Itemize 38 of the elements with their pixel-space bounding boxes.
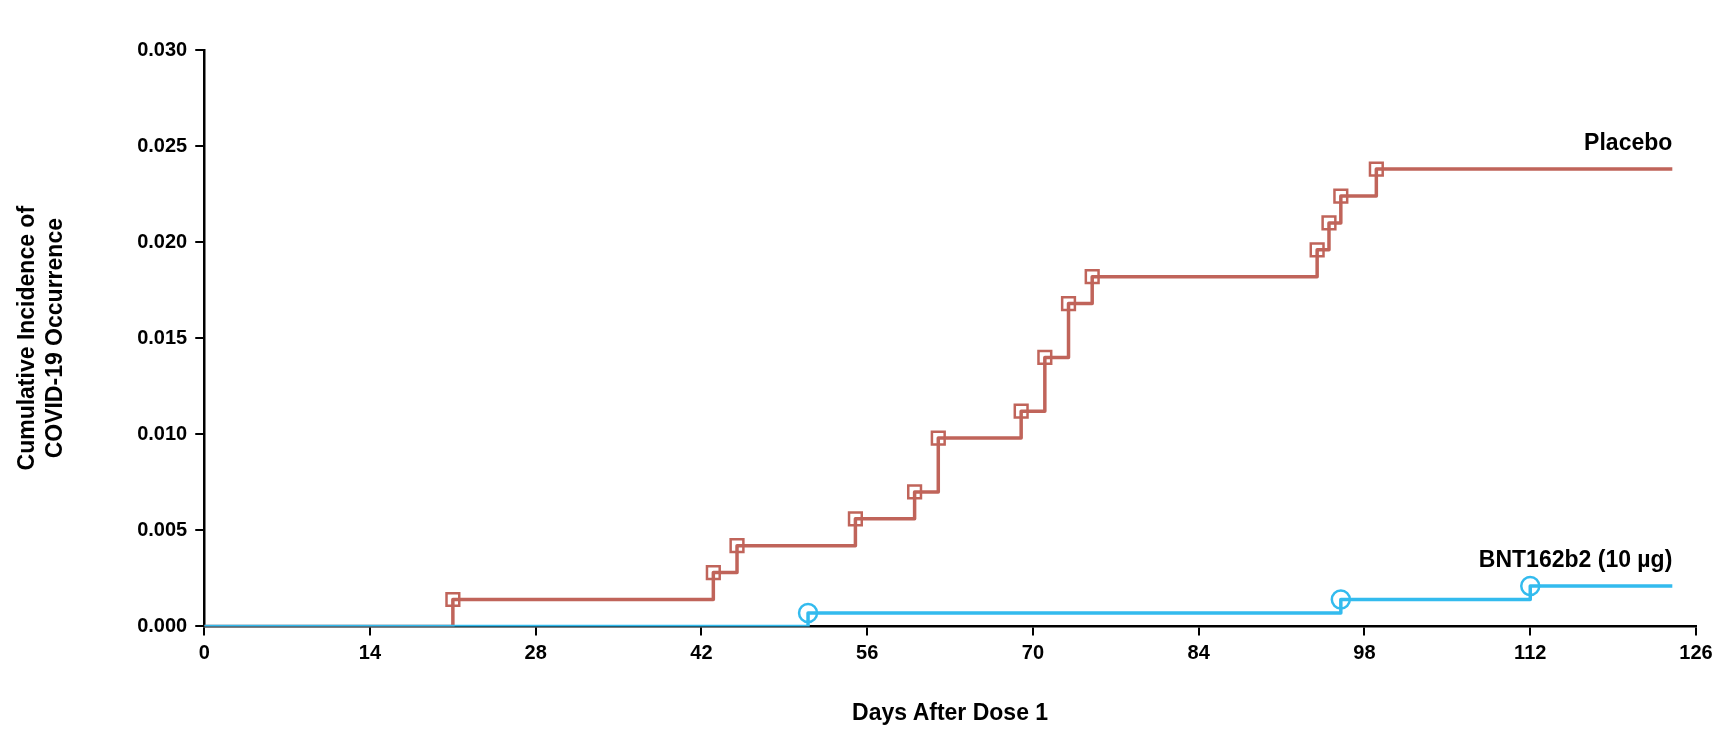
point [1330, 589, 1352, 610]
x-tick-label: 126 [1679, 640, 1713, 663]
x-tick-label: 98 [1353, 640, 1376, 663]
series-label: Placebo [1584, 128, 1673, 155]
point [445, 591, 461, 608]
point [705, 564, 721, 581]
x-tick-label: 84 [1187, 640, 1211, 663]
point [1060, 296, 1077, 312]
y-tick-label: 0.020 [137, 229, 188, 252]
point [906, 484, 923, 500]
x-tick-label: 28 [524, 640, 547, 663]
y-tick-label: 0.000 [137, 613, 188, 636]
point [729, 538, 745, 554]
point [1321, 215, 1337, 231]
point [847, 511, 864, 527]
y-tick-label: 0.030 [137, 37, 188, 60]
point [1037, 349, 1053, 366]
y-tick-label: 0.005 [137, 517, 188, 540]
point [797, 602, 819, 624]
x-tick-label: 0 [198, 640, 210, 663]
x-tick-label: 70 [1021, 640, 1045, 663]
y-tick-label: 0.015 [137, 325, 188, 348]
x-tick-label: 14 [358, 640, 382, 663]
point [1084, 269, 1100, 285]
y-tick-label: 0.010 [137, 421, 188, 444]
point [930, 430, 946, 446]
point [1333, 188, 1349, 204]
y-tick-label: 0.025 [137, 133, 188, 156]
y-axis-title: Cumulative Incidence of COVID-19 Occurrence [13, 205, 67, 471]
x-tick-label: 112 [1514, 640, 1547, 663]
point [1309, 242, 1325, 258]
point [1520, 575, 1541, 597]
x-tick-label: 56 [856, 640, 879, 663]
point [1368, 161, 1384, 177]
x-axis-title: Days After Dose 1 [852, 698, 1049, 725]
point [1013, 403, 1029, 419]
x-tick-label: 42 [690, 640, 713, 663]
series-label: BNT162b2 (10 µg) [1478, 545, 1673, 572]
